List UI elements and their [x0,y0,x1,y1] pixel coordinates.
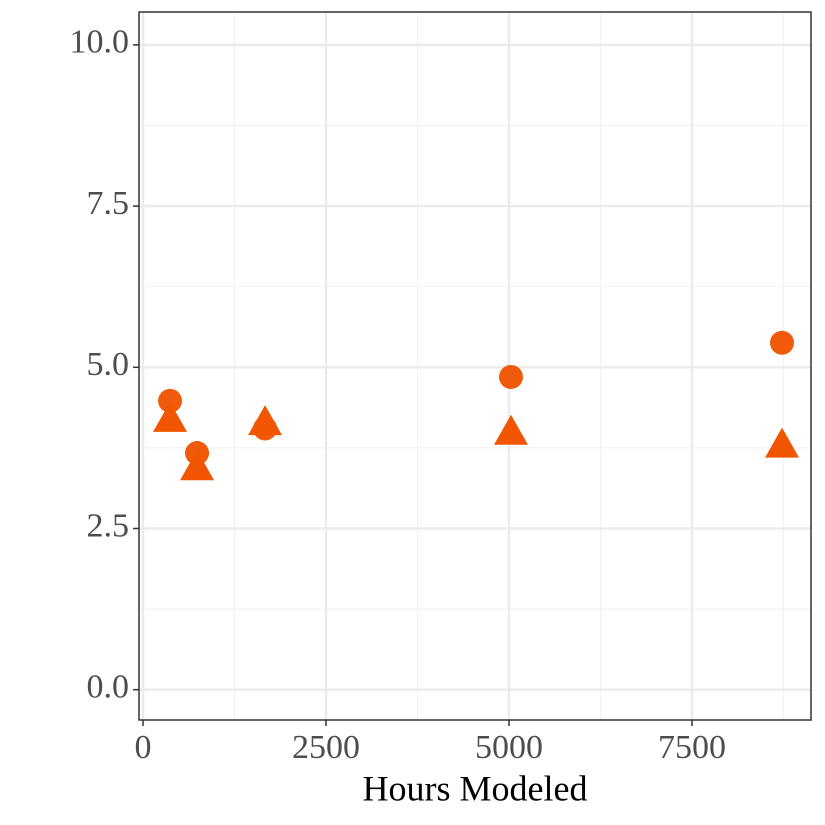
x-axis-label: Hours Modeled [363,768,588,808]
circle-point [498,364,523,389]
y-tick-label: 7.5 [87,185,130,222]
x-tick-label: 2500 [292,729,360,766]
y-tick-label: 2.5 [87,507,130,544]
y-tick-label: 0.0 [87,668,130,705]
y-tick-label: 5.0 [87,346,130,383]
triangle-point [248,405,283,436]
circle-point [770,330,795,355]
triangle-point [153,401,188,432]
y-tick-label: 10.0 [70,24,130,61]
plot-border [138,11,812,721]
x-tick-label: 0 [135,729,152,766]
circle-point [158,388,183,413]
x-tick-label: 7500 [658,729,726,766]
triangle-point [180,450,215,481]
x-tick-label: 5000 [475,729,543,766]
triangle-point [765,427,800,458]
triangle-point [493,414,528,445]
